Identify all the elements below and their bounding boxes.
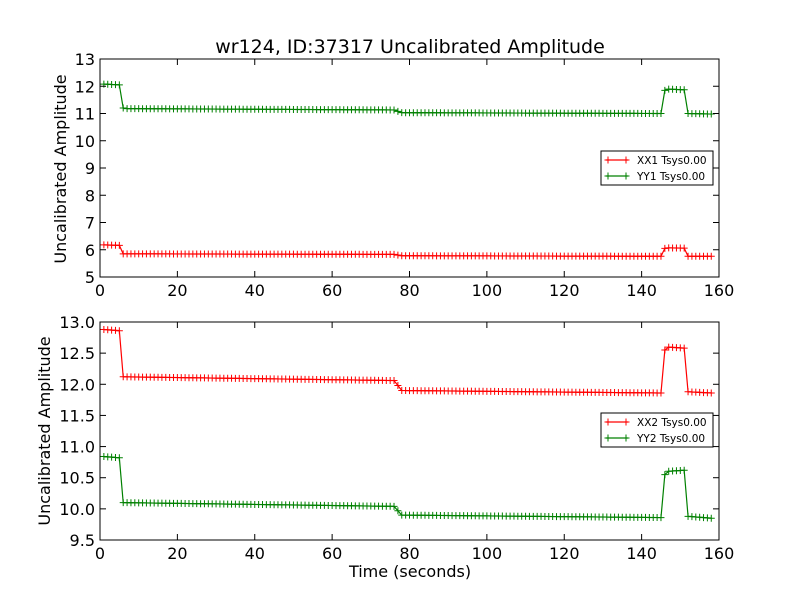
x-tick-label: 120: [549, 544, 580, 563]
legend-box: [600, 150, 714, 186]
x-tick-label: 0: [95, 281, 105, 300]
data-point-marker: [661, 346, 669, 354]
legend-entry-label: YY1 Tsys0.00: [636, 171, 705, 183]
data-point-marker: [707, 514, 715, 522]
data-point-marker: [115, 454, 123, 462]
y-tick-label: 10.5: [59, 469, 95, 488]
top-chart-title: wr124, ID:37317 Uncalibrated Amplitude: [215, 36, 605, 58]
x-tick-label: 20: [167, 281, 187, 300]
x-tick-label: 100: [472, 281, 503, 300]
y-tick-label: 8: [85, 186, 95, 205]
x-tick-label: 80: [399, 544, 419, 563]
data-point-marker: [661, 471, 669, 479]
legend-marker: [604, 172, 612, 180]
x-tick-label: 0: [95, 544, 105, 563]
bottom-panel: Uncalibrated Amplitude Time (seconds) 0 2…: [35, 313, 734, 581]
y-tick-label: 10: [75, 132, 95, 151]
data-point-marker: [657, 389, 665, 397]
data-point-marker: [680, 86, 688, 94]
data-point-marker: [680, 466, 688, 474]
x-tick-label: 160: [704, 544, 735, 563]
legend-entry-label: YY2 Tsys0.00: [636, 433, 705, 445]
bottom-y-axis-label: Uncalibrated Amplitude: [35, 336, 54, 525]
y-tick-label: 10.0: [59, 500, 95, 519]
data-point-marker: [394, 507, 402, 515]
legend-marker: [622, 172, 630, 180]
data-point-marker: [394, 251, 402, 259]
data-point-marker: [115, 81, 123, 89]
y-tick-label: 7: [85, 214, 95, 233]
legend-marker: [604, 418, 612, 426]
series-yy2: [100, 453, 715, 522]
y-tick-label: 6: [85, 241, 95, 260]
series-xx1: [100, 241, 715, 260]
y-tick-label: 9.5: [70, 531, 95, 550]
legend: XX2 Tsys0.00 YY2 Tsys0.00: [600, 412, 714, 448]
x-tick-label: 60: [322, 281, 342, 300]
legend-marker: [604, 156, 612, 164]
x-tick-label: 40: [245, 544, 265, 563]
legend-marker: [622, 156, 630, 164]
data-point-marker: [115, 327, 123, 335]
legend: XX1 Tsys0.00 YY1 Tsys0.00: [600, 150, 714, 186]
data-point-marker: [115, 241, 123, 249]
x-tick-label: 60: [322, 544, 342, 563]
bottom-plot-area: 0 20 40 60 80 100 120 140 160 9.5 10.0 10.5 11.0 11.5…: [59, 313, 734, 563]
bottom-x-axis-label: Time (seconds): [348, 562, 471, 581]
legend-marker: [622, 434, 630, 442]
y-tick-label: 12.0: [59, 375, 95, 394]
y-tick-label: 13: [75, 50, 95, 69]
y-tick-label: 12: [75, 77, 95, 96]
data-point-marker: [657, 110, 665, 117]
x-tick-label: 120: [549, 281, 580, 300]
y-tick-label: 9: [85, 159, 95, 178]
data-point-marker: [707, 110, 715, 118]
y-tick-label: 13.0: [59, 313, 95, 332]
y-tick-label: 11.5: [59, 406, 95, 425]
y-tick-label: 11.0: [59, 438, 95, 457]
data-point-marker: [390, 106, 398, 114]
legend-marker: [604, 434, 612, 442]
legend-entry-label: XX1 Tsys0.00: [637, 155, 707, 167]
x-tick-label: 20: [167, 544, 187, 563]
data-point-marker: [680, 344, 688, 352]
y-tick-label: 5: [85, 268, 95, 287]
x-tick-label: 140: [626, 281, 657, 300]
x-tick-label: 80: [399, 281, 419, 300]
legend-marker: [622, 418, 630, 426]
legend-box: [600, 412, 714, 448]
y-tick-label: 11: [75, 105, 95, 124]
series-xx2: [100, 325, 715, 397]
top-y-axis-label: Uncalibrated Amplitude: [51, 74, 70, 263]
data-point-marker: [657, 252, 665, 260]
data-point-marker: [390, 377, 398, 385]
data-point-marker: [390, 502, 398, 510]
x-tick-label: 160: [704, 281, 735, 300]
data-point-marker: [119, 104, 127, 112]
data-point-marker: [394, 107, 402, 115]
data-point-marker: [707, 389, 715, 397]
x-tick-label: 100: [472, 544, 503, 563]
series-yy1: [100, 80, 715, 118]
data-point-marker: [657, 514, 665, 522]
top-panel: wr124, ID:37317 Uncalibrated Amplitude U…: [51, 36, 734, 300]
data-point-marker: [707, 252, 715, 260]
data-point-marker: [680, 244, 688, 252]
x-tick-label: 40: [245, 281, 265, 300]
data-point-marker: [390, 250, 398, 258]
data-point-marker: [661, 86, 669, 94]
legend-entry-label: XX2 Tsys0.00: [637, 417, 707, 429]
data-point-marker: [394, 382, 402, 390]
top-plot-area: 0 20 40 60 80 100 120 140 160 5 6 7 8 9 10 11 12 13 XX1 Ts…: [75, 50, 735, 300]
x-tick-label: 140: [626, 544, 657, 563]
y-tick-label: 12.5: [59, 344, 95, 363]
